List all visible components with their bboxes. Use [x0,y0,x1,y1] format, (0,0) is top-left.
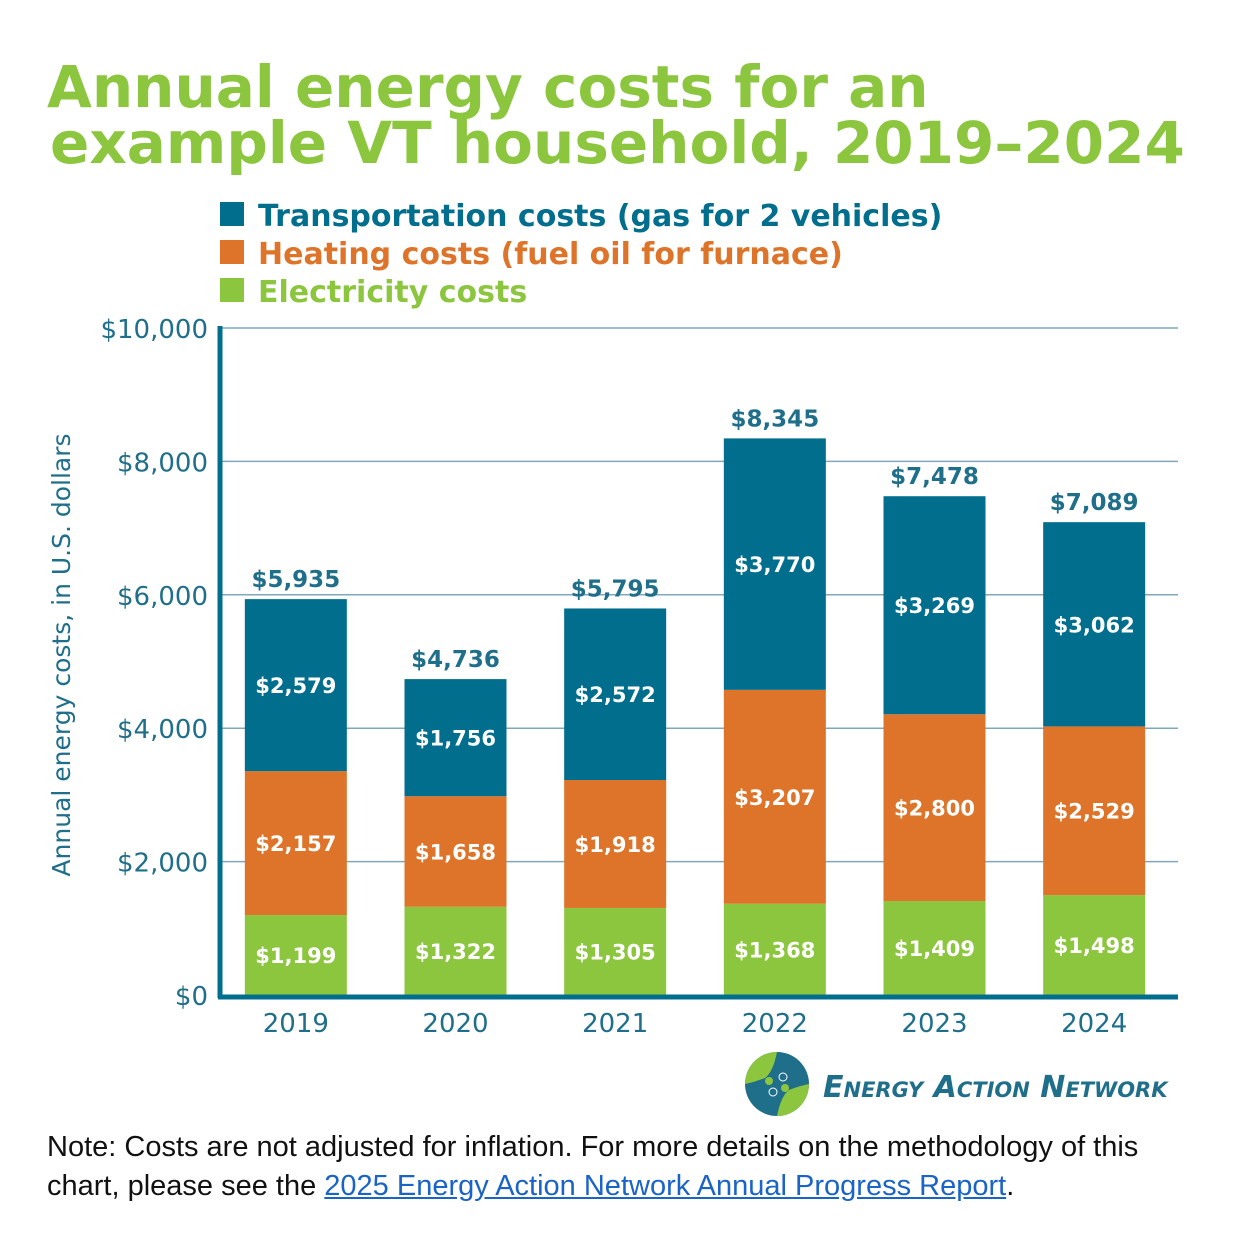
bar-segment-label: $1,322 [415,940,496,964]
bar-total-label: $7,478 [890,464,979,490]
bar-segment-label: $3,269 [894,594,975,618]
bar-total-label: $7,089 [1050,490,1139,516]
y-axis-label: Annual energy costs, in U.S. dollars [47,433,76,876]
report-link[interactable]: 2025 Energy Action Network Annual Progre… [324,1170,1007,1202]
bar-segment-label: $3,062 [1054,613,1135,637]
bar-segment [1043,522,1146,727]
y-tick-label: $4,000 [117,715,208,745]
chart-title-line-1: Annual energy costs for an [47,53,929,121]
legend: Transportation costs (gas for 2 vehicles… [220,199,942,310]
bar-segment [244,599,347,772]
bar-segment-label: $3,207 [734,786,815,810]
bar-segment-label: $2,800 [894,797,975,821]
bar-segment [1043,726,1146,896]
bar-segment-label: $1,199 [255,944,336,968]
note-text: Note: Costs are not adjusted for inflati… [47,1131,1139,1202]
x-tick-label: 2019 [263,1009,329,1039]
note-end: . [1006,1170,1015,1202]
bar-total-label: $5,795 [571,576,660,602]
bars: $1,199 $2,157 $2,579 $5,935 $1,322 $1,658 $1,7… [244,406,1146,995]
bar-segment-label: $1,305 [575,940,656,964]
footnote: Note: Costs are not adjusted for inflati… [47,1128,1217,1206]
x-tick-label: 2022 [742,1009,808,1039]
bar-segment [1043,895,1146,995]
bar-segment-label: $1,658 [415,841,496,865]
bar-segment-label: $3,770 [734,553,815,577]
legend-label: Heating costs (fuel oil for furnace) [258,237,843,272]
x-tick-label: 2021 [582,1009,648,1039]
chart-title-line-2: example VT household, 2019–2024 [50,109,1185,177]
bar-segment [564,608,667,781]
y-tick-label: $2,000 [117,849,208,879]
x-tick-label: 2020 [422,1009,488,1039]
y-tick-label: $6,000 [117,582,208,612]
y-tick-label: $8,000 [117,448,208,478]
bar-segment [564,780,667,908]
bar-segment [404,796,507,907]
legend-swatch [220,240,244,264]
logo: Energy Action Network [745,1052,1169,1116]
bar-segment [404,906,507,995]
bar-segment-label: $1,756 [415,727,496,751]
bar-segment [564,907,667,995]
bar-segment-label: $2,579 [255,674,336,698]
bar-total-label: $8,345 [730,406,819,432]
x-tick-label: 2024 [1061,1009,1127,1039]
legend-label: Electricity costs [258,275,527,310]
bar-segment [244,771,347,916]
bar-segment-label: $1,409 [894,937,975,961]
x-tick-label: 2023 [901,1009,967,1039]
legend-label: Transportation costs (gas for 2 vehicles… [258,199,942,234]
bar-total-label: $5,935 [251,567,340,593]
bar-segment [883,714,986,902]
bar-segment [404,679,507,797]
legend-swatch [220,278,244,302]
bar-segment-label: $2,529 [1054,800,1135,824]
bar-segment-label: $2,572 [575,683,656,707]
bar-segment [244,915,347,995]
bar-segment [723,689,826,904]
bar-segment-label: $1,918 [575,833,656,857]
y-tick-label: $0 [175,982,208,1012]
bar-segment-label: $2,157 [255,832,336,856]
bar-segment [723,903,826,995]
bar-segment [883,496,986,715]
bar-segment-label: $1,368 [734,938,815,962]
legend-swatch [220,202,244,226]
bar-segment-label: $1,498 [1054,934,1135,958]
bar-total-label: $4,736 [411,647,500,673]
bar-segment [723,438,826,690]
axes: $0 $2,000 $4,000 $6,000 $8,000 $10,000 2019 202… [100,315,1178,1039]
y-tick-label: $10,000 [100,315,208,345]
logo-text: Energy Action Network [823,1070,1169,1105]
gridlines [220,327,1178,863]
bar-segment [883,901,986,995]
